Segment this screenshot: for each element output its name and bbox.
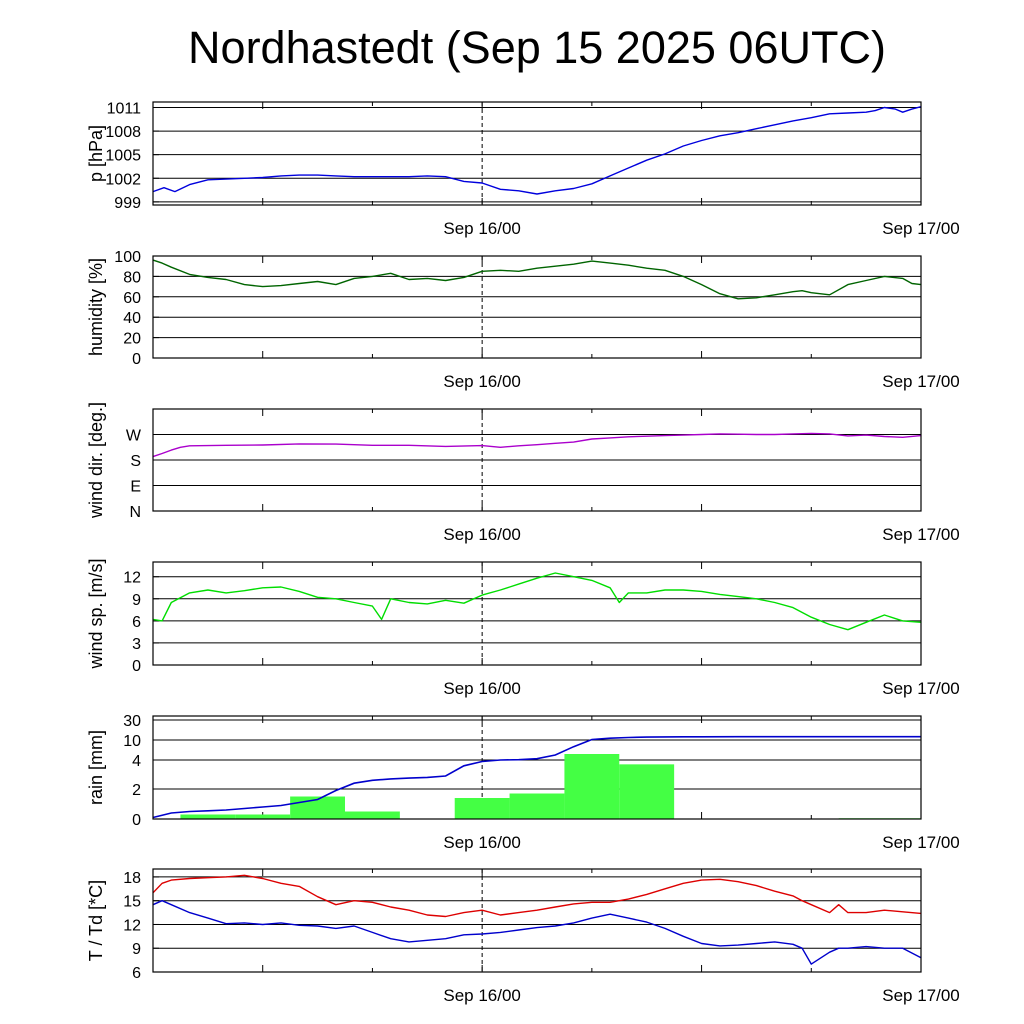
rain-bar [345,811,400,819]
y-tick-label: 10 [123,733,141,750]
rain-bar [564,754,620,819]
y-tick-label: 6 [132,965,141,982]
plot-frame [152,101,922,206]
y-tick-label: 1002 [105,171,141,188]
y-tick-label: 3 [132,636,141,653]
rain-bar [619,764,675,819]
x-tick-label: Sep 17/00 [882,525,960,544]
x-tick-label: Sep 16/00 [443,372,521,391]
y-axis-label: wind dir. [deg.] [86,402,106,519]
x-tick-label: Sep 16/00 [443,986,521,1005]
y-tick-label: 40 [123,310,141,327]
y-tick-label: 100 [114,249,141,266]
y-tick-label: 2 [132,782,141,799]
x-tick-label: Sep 17/00 [882,372,960,391]
y-tick-label: E [130,479,141,496]
y-tick-label: 1008 [105,124,141,141]
y-tick-label: 12 [123,570,141,587]
y-tick-label: 9 [132,941,141,958]
x-tick-label: Sep 16/00 [443,525,521,544]
plot-frame [152,868,922,973]
plot-frame [152,715,922,820]
y-tick-label: 0 [132,812,141,829]
y-tick-label: 60 [123,290,141,307]
series-line [152,874,922,918]
rain-accumulated-line [152,735,921,819]
y-axis-label: rain [mm] [86,730,106,805]
y-tick-label: 1005 [105,148,141,165]
rain-bar [180,814,236,819]
y-tick-label: 30 [123,713,141,730]
x-tick-label: Sep 16/00 [443,833,521,852]
plot-frame [152,255,922,359]
y-tick-label: 18 [123,870,141,887]
y-tick-label: 20 [123,331,141,348]
y-tick-label: 6 [132,614,141,631]
series-line [152,259,922,300]
y-tick-label: 0 [132,351,141,368]
y-tick-label: 9 [132,592,141,609]
rain-bar [235,814,291,819]
series-line [152,432,922,458]
x-tick-label: Sep 17/00 [882,833,960,852]
plot-frame [152,561,922,666]
rain-bar [454,798,510,819]
x-tick-label: Sep 17/00 [882,986,960,1005]
x-tick-label: Sep 16/00 [443,679,521,698]
series-line [152,572,922,631]
y-axis-label: p [hPa] [86,125,106,182]
y-tick-label: S [130,453,141,470]
y-tick-label: 12 [123,917,141,934]
y-tick-label: 0 [132,658,141,675]
plot-frame [152,408,922,512]
y-tick-label: 999 [114,195,141,212]
y-tick-label: 15 [123,894,141,911]
series-line [152,106,922,195]
y-axis-label: T / Td [*C] [86,880,106,961]
y-tick-label: 1011 [107,101,142,118]
series-line [152,900,922,965]
x-tick-label: Sep 17/00 [882,219,960,238]
rain-bar [509,793,565,819]
y-tick-label: 4 [132,753,141,770]
page-title: Nordhastedt (Sep 15 2025 06UTC) [188,22,886,73]
y-tick-label: W [126,428,142,445]
y-tick-label: 80 [123,269,141,286]
y-tick-label: N [129,504,141,521]
y-axis-label: wind sp. [m/s] [86,558,106,669]
x-tick-label: Sep 17/00 [882,679,960,698]
y-axis-label: humidity [%] [86,258,106,356]
x-tick-label: Sep 16/00 [443,219,521,238]
